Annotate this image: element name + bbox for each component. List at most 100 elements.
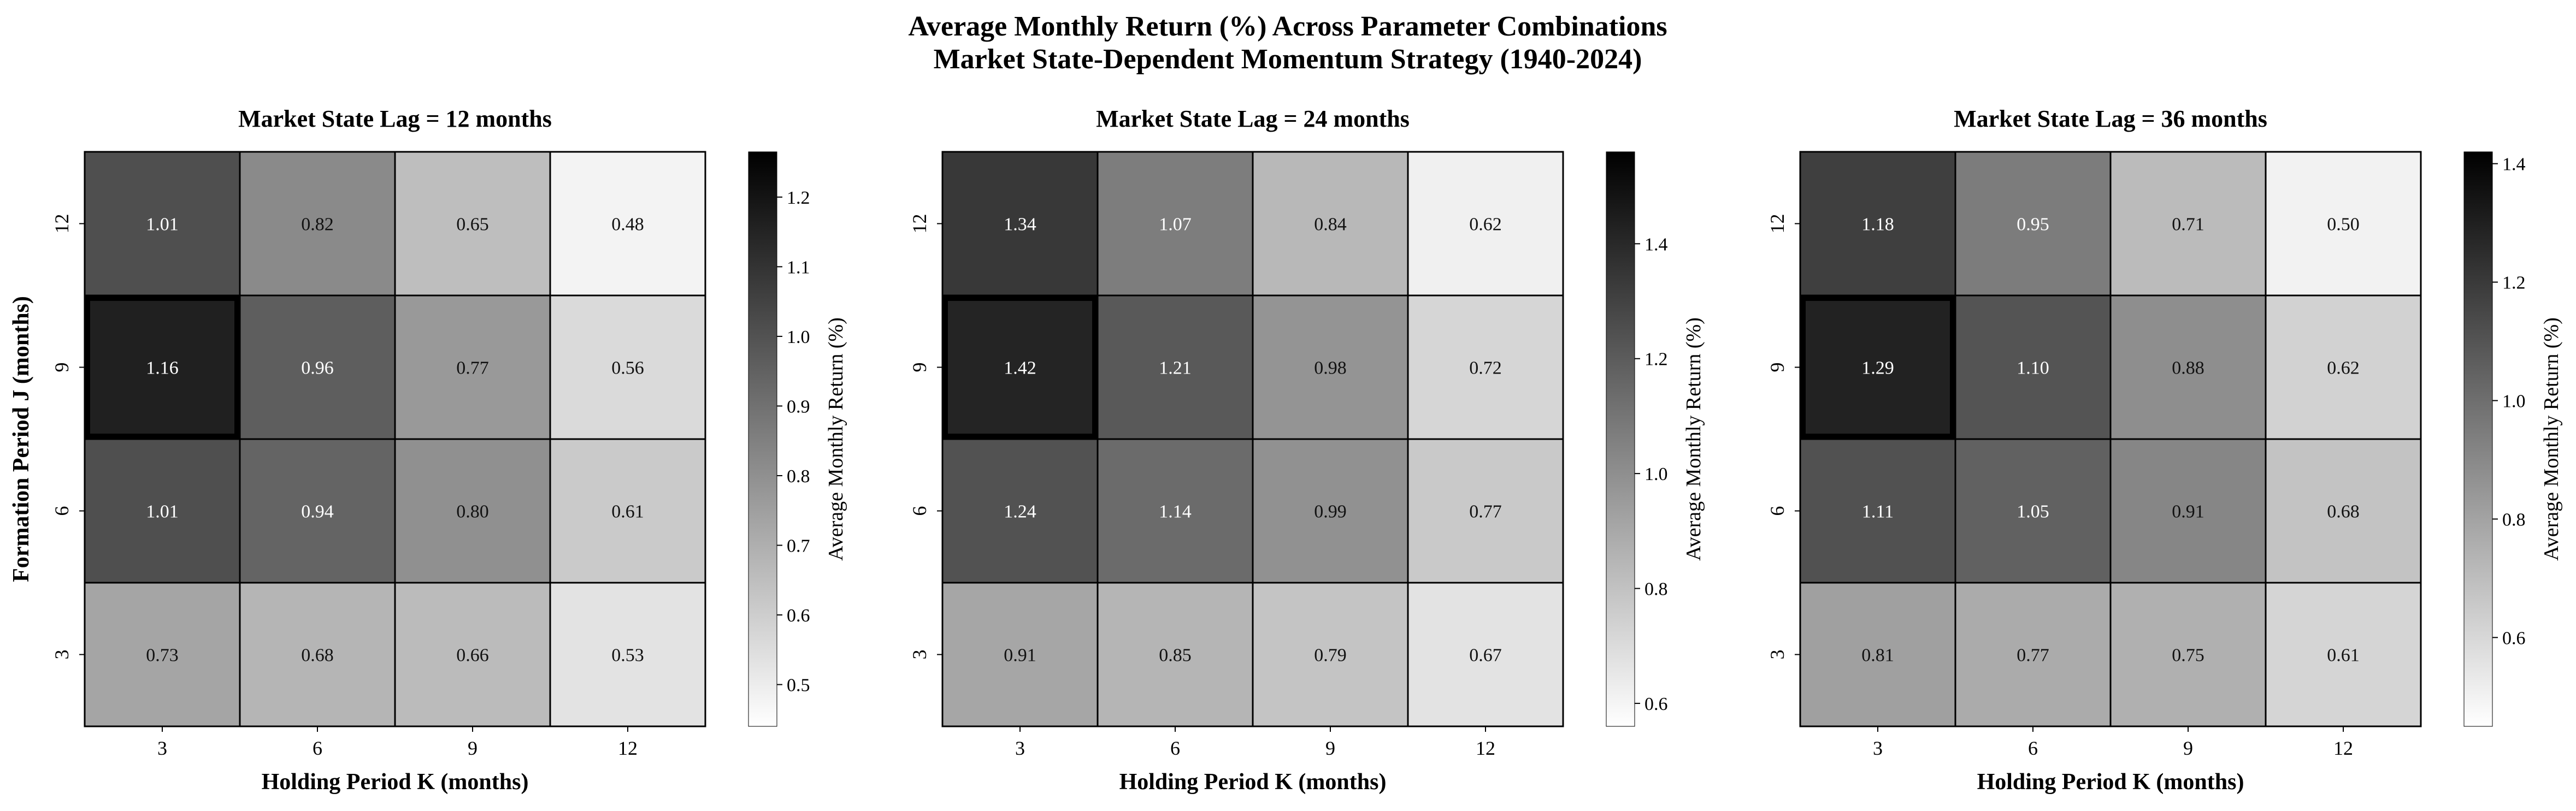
- heatmap-cell: [2109, 582, 2267, 727]
- heatmap-cell: [84, 151, 241, 297]
- y-tick-label: 3: [909, 650, 930, 660]
- cell-value-label: 0.77: [1469, 502, 1502, 522]
- colorbar-tick-label: 1.2: [787, 188, 810, 208]
- x-tick-label: 6: [313, 737, 322, 759]
- colorbar-outline: [748, 151, 777, 727]
- colorbar-tick-label: 0.8: [787, 466, 810, 487]
- panel-title: Market State Lag = 12 months: [238, 105, 552, 132]
- cell-value-label: 0.72: [1469, 358, 1502, 378]
- panel-title: Market State Lag = 24 months: [1096, 105, 1410, 132]
- colorbar-tick-label: 0.6: [2502, 628, 2526, 648]
- colorbar: [748, 152, 777, 726]
- cell-value-label: 1.21: [1159, 358, 1192, 378]
- heatmap-panel-3: Market State Lag = 36 months 1.18 0.95 0.71…: [1766, 105, 2563, 795]
- cell-value-label: 0.68: [301, 646, 334, 666]
- heatmap-cell: [84, 582, 241, 727]
- x-axis-label: Holding Period K (months): [262, 769, 529, 795]
- heatmap-cell: [549, 294, 706, 440]
- cell-value-label: 0.67: [1469, 646, 1502, 666]
- cell-value-label: 1.07: [1159, 215, 1192, 235]
- y-tick-label: 3: [51, 650, 73, 660]
- cell-value-label: 0.50: [2327, 215, 2360, 235]
- heatmap-cell: [1252, 151, 1409, 297]
- colorbar-tick-label: 1.0: [1644, 464, 1668, 484]
- colorbar: [1606, 152, 1635, 726]
- cell-value-label: 1.42: [1004, 358, 1036, 378]
- heatmap-cell: [1799, 151, 1956, 297]
- x-axis-label: Holding Period K (months): [1119, 769, 1387, 795]
- cell-value-label: 1.14: [1159, 502, 1192, 522]
- cell-value-label: 1.16: [146, 358, 179, 378]
- heatmap-cell: [84, 294, 241, 440]
- cell-value-label: 0.82: [301, 215, 334, 235]
- heatmap-panels: Market State Lag = 12 months 1.01 0.82 0.65…: [9, 105, 2563, 795]
- cell-value-label: 0.95: [2017, 215, 2049, 235]
- heatmap-cell: [2265, 151, 2422, 297]
- x-tick-label: 6: [2028, 737, 2038, 759]
- y-tick-label: 6: [1766, 506, 1788, 516]
- heatmap-cell: [239, 438, 396, 584]
- heatmap-cell: [394, 582, 551, 727]
- cell-value-label: 0.81: [1861, 646, 1894, 666]
- cell-value-label: 0.48: [611, 215, 644, 235]
- cell-value-label: 0.96: [301, 358, 334, 378]
- cell-value-label: 0.66: [456, 646, 489, 666]
- heatmap-cell: [549, 151, 706, 297]
- cell-value-label: 0.65: [456, 215, 489, 235]
- x-tick-label: 12: [1476, 737, 1495, 759]
- heatmap-cell: [2265, 294, 2422, 440]
- y-axis-label: Formation Period J (months): [9, 296, 34, 582]
- colorbar-tick-label: 0.5: [787, 675, 810, 695]
- colorbar-tick-label: 0.8: [1644, 579, 1668, 600]
- cell-value-label: 0.80: [456, 502, 489, 522]
- cell-value-label: 0.73: [146, 646, 179, 666]
- heatmap-cell: [1954, 582, 2112, 727]
- heatmap-cell: [1252, 582, 1409, 727]
- heatmap-cell: [1799, 294, 1956, 440]
- cell-value-label: 0.94: [301, 502, 334, 522]
- cell-value-label: 0.91: [2172, 502, 2204, 522]
- heatmap-cell: [549, 582, 706, 727]
- heatmap-cell: [941, 151, 1099, 297]
- colorbar-tick-label: 0.8: [2502, 510, 2526, 530]
- heatmap-cell: [1954, 438, 2112, 584]
- cell-value-label: 1.29: [1861, 358, 1894, 378]
- colorbar-label: Average Monthly Return (%): [1682, 317, 1705, 561]
- cell-value-label: 0.68: [2327, 502, 2360, 522]
- colorbar-tick-label: 0.7: [787, 536, 810, 556]
- cell-value-label: 0.88: [2172, 358, 2204, 378]
- colorbar-tick-label: 1.2: [1644, 350, 1668, 370]
- cell-value-label: 0.61: [2327, 646, 2360, 666]
- x-tick-label: 6: [1170, 737, 1180, 759]
- x-tick-label: 3: [157, 737, 167, 759]
- heatmap-cell: [941, 438, 1099, 584]
- heatmap-cell: [2109, 294, 2267, 440]
- cell-value-label: 1.34: [1004, 215, 1036, 235]
- heatmap-cell: [1252, 294, 1409, 440]
- y-tick-label: 9: [51, 363, 73, 372]
- colorbar: [2464, 152, 2492, 726]
- colorbar-tick-label: 1.2: [2502, 273, 2526, 293]
- colorbar-tick-label: 1.1: [787, 257, 810, 277]
- cell-value-label: 1.18: [1861, 215, 1894, 235]
- heatmap-cell: [1799, 438, 1956, 584]
- y-tick-label: 9: [1766, 363, 1788, 372]
- heatmap-cell: [394, 151, 551, 297]
- figure-title-line2: Market State-Dependent Momentum Strategy…: [934, 44, 1642, 75]
- panel-title: Market State Lag = 36 months: [1954, 105, 2267, 132]
- heatmap-cell: [1407, 438, 1564, 584]
- y-tick-label: 12: [909, 214, 930, 234]
- heatmap-cell: [239, 294, 396, 440]
- x-axis-label: Holding Period K (months): [1977, 769, 2244, 795]
- colorbar-label: Average Monthly Return (%): [2540, 317, 2563, 561]
- cell-value-label: 0.98: [1314, 358, 1347, 378]
- heatmap-cell: [239, 582, 396, 727]
- cell-value-label: 0.62: [1469, 215, 1502, 235]
- cell-value-label: 0.75: [2172, 646, 2204, 666]
- x-tick-label: 12: [2333, 737, 2353, 759]
- highlight-cell-border: [942, 295, 1098, 439]
- heatmap-cell: [1954, 294, 2112, 440]
- colorbar-outline: [1606, 151, 1635, 727]
- cell-value-label: 0.84: [1314, 215, 1347, 235]
